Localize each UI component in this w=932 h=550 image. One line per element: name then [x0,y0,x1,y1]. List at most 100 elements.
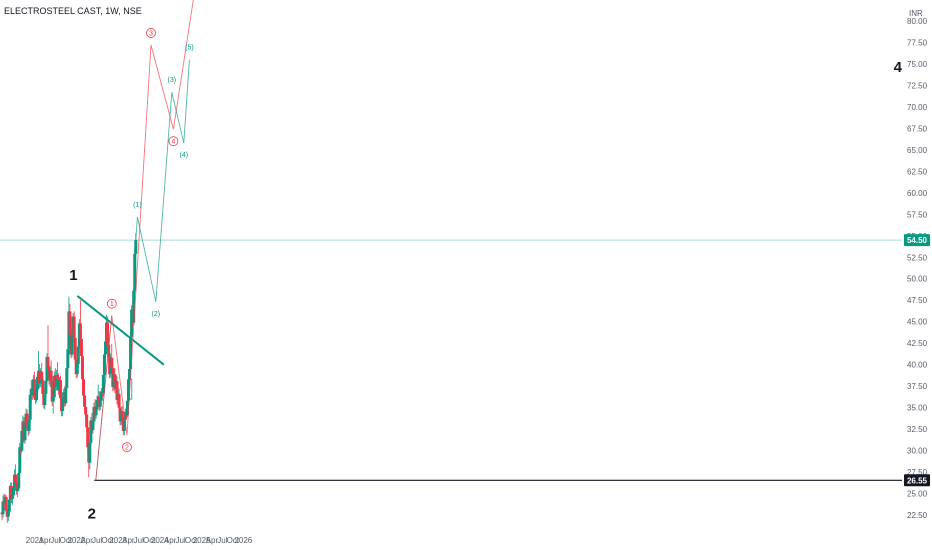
y-tick-label: 22.50 [907,511,928,520]
candle-body [83,395,87,407]
candle-body [76,346,80,364]
candle-body [23,425,27,441]
candle-body [125,400,129,416]
y-tick-label: 80.00 [907,17,928,26]
y-tick-label: 52.50 [907,253,928,262]
candle-body [66,349,70,369]
y-tick-label: 25.00 [907,490,928,499]
currency-label: INR [909,9,923,18]
x-tick-label: Jul [134,536,144,545]
candle-body [46,356,50,367]
teal-wave-label: (1) [133,202,142,209]
teal-wave-label: (3) [168,77,177,84]
x-tick-label: Apr [122,536,135,545]
candle-body [79,338,83,357]
candle [44,377,48,399]
candle-body [55,375,59,379]
x-tick-label: Jul [217,536,227,545]
corner-wave-label: 4 [894,59,903,76]
candle-body [61,402,65,412]
candle-body [94,409,98,416]
y-tick-label: 42.50 [907,339,928,348]
y-tick-label: 45.00 [907,318,928,327]
candle [133,247,137,294]
candle [14,464,18,486]
red-wave-marker [146,28,156,38]
candle [102,350,106,378]
y-tick-label: 65.00 [907,146,928,155]
candle-body [99,391,103,401]
y-tick-label: 62.50 [907,167,928,176]
candle-body [65,368,69,388]
candle-body [15,482,19,492]
red-wave-label: 3 [149,30,153,37]
x-tick-label: 2022 [67,536,85,545]
teal-wave-label: (5) [185,45,194,52]
candle [99,387,103,405]
y-tick-label: 75.00 [907,60,928,69]
candle-body [75,363,79,375]
x-tick-label: Jul [175,536,185,545]
candle-body [126,379,130,401]
x-tick-label: Oct [185,536,198,545]
y-tick-label: 40.00 [907,361,928,370]
candle-body [6,511,10,517]
trendline [76,295,165,366]
y-tick-label: 37.50 [907,382,928,391]
red-wave-label: 2 [125,445,129,452]
candle-body [89,420,93,443]
x-tick-label: Oct [143,536,156,545]
candle [46,325,50,372]
x-tick-label: Oct [60,536,73,545]
candle [73,332,77,364]
candle-body [122,419,126,431]
y-tick-label: 77.50 [907,38,928,47]
candle-body [120,411,124,418]
candle-body [45,356,49,382]
chart-title: ELECTROSTEEL CAST, 1W, NSE [4,6,142,16]
y-tick-label: 50.00 [907,275,928,284]
x-tick-label: 2024 [151,536,169,545]
x-tick-label: 2023 [109,536,127,545]
y-tick-label: 57.50 [907,210,928,219]
x-tick-label: Jul [92,536,102,545]
red-wave-label: 1 [110,301,114,308]
teal-wave-label: (2) [152,311,161,318]
y-tick-label: 67.50 [907,124,928,133]
candle-body [91,421,95,431]
x-tick-label: Oct [101,536,114,545]
candle-body [34,389,38,400]
support-price-tag [904,474,930,487]
candle-body [17,472,21,489]
candle [132,286,136,326]
candle-body [40,371,44,381]
candle [32,371,36,394]
candle-body [43,393,47,406]
candle [110,344,114,373]
x-tick-label: 2026 [234,536,252,545]
candle-body [18,447,22,473]
candle-body [36,376,40,390]
candle-body [95,399,99,410]
candle [101,371,105,397]
candle [9,482,13,504]
candle-body [54,375,58,388]
candle-body [41,380,45,394]
candle-body [10,495,14,499]
candle-body [20,430,24,451]
candle [80,348,84,384]
candle-body [101,375,105,394]
y-tick-label: 27.50 [907,468,928,477]
red-wave-path [95,0,194,481]
y-tick-label: 60.00 [907,189,928,198]
candle-body [80,356,84,380]
candle [1,495,5,518]
candle-body [59,380,63,399]
candle [54,369,58,391]
candle-body [78,323,82,339]
candle-body [115,381,119,400]
x-tick-label: Apr [206,536,219,545]
candle-body [133,253,137,291]
candle-body [7,499,11,512]
